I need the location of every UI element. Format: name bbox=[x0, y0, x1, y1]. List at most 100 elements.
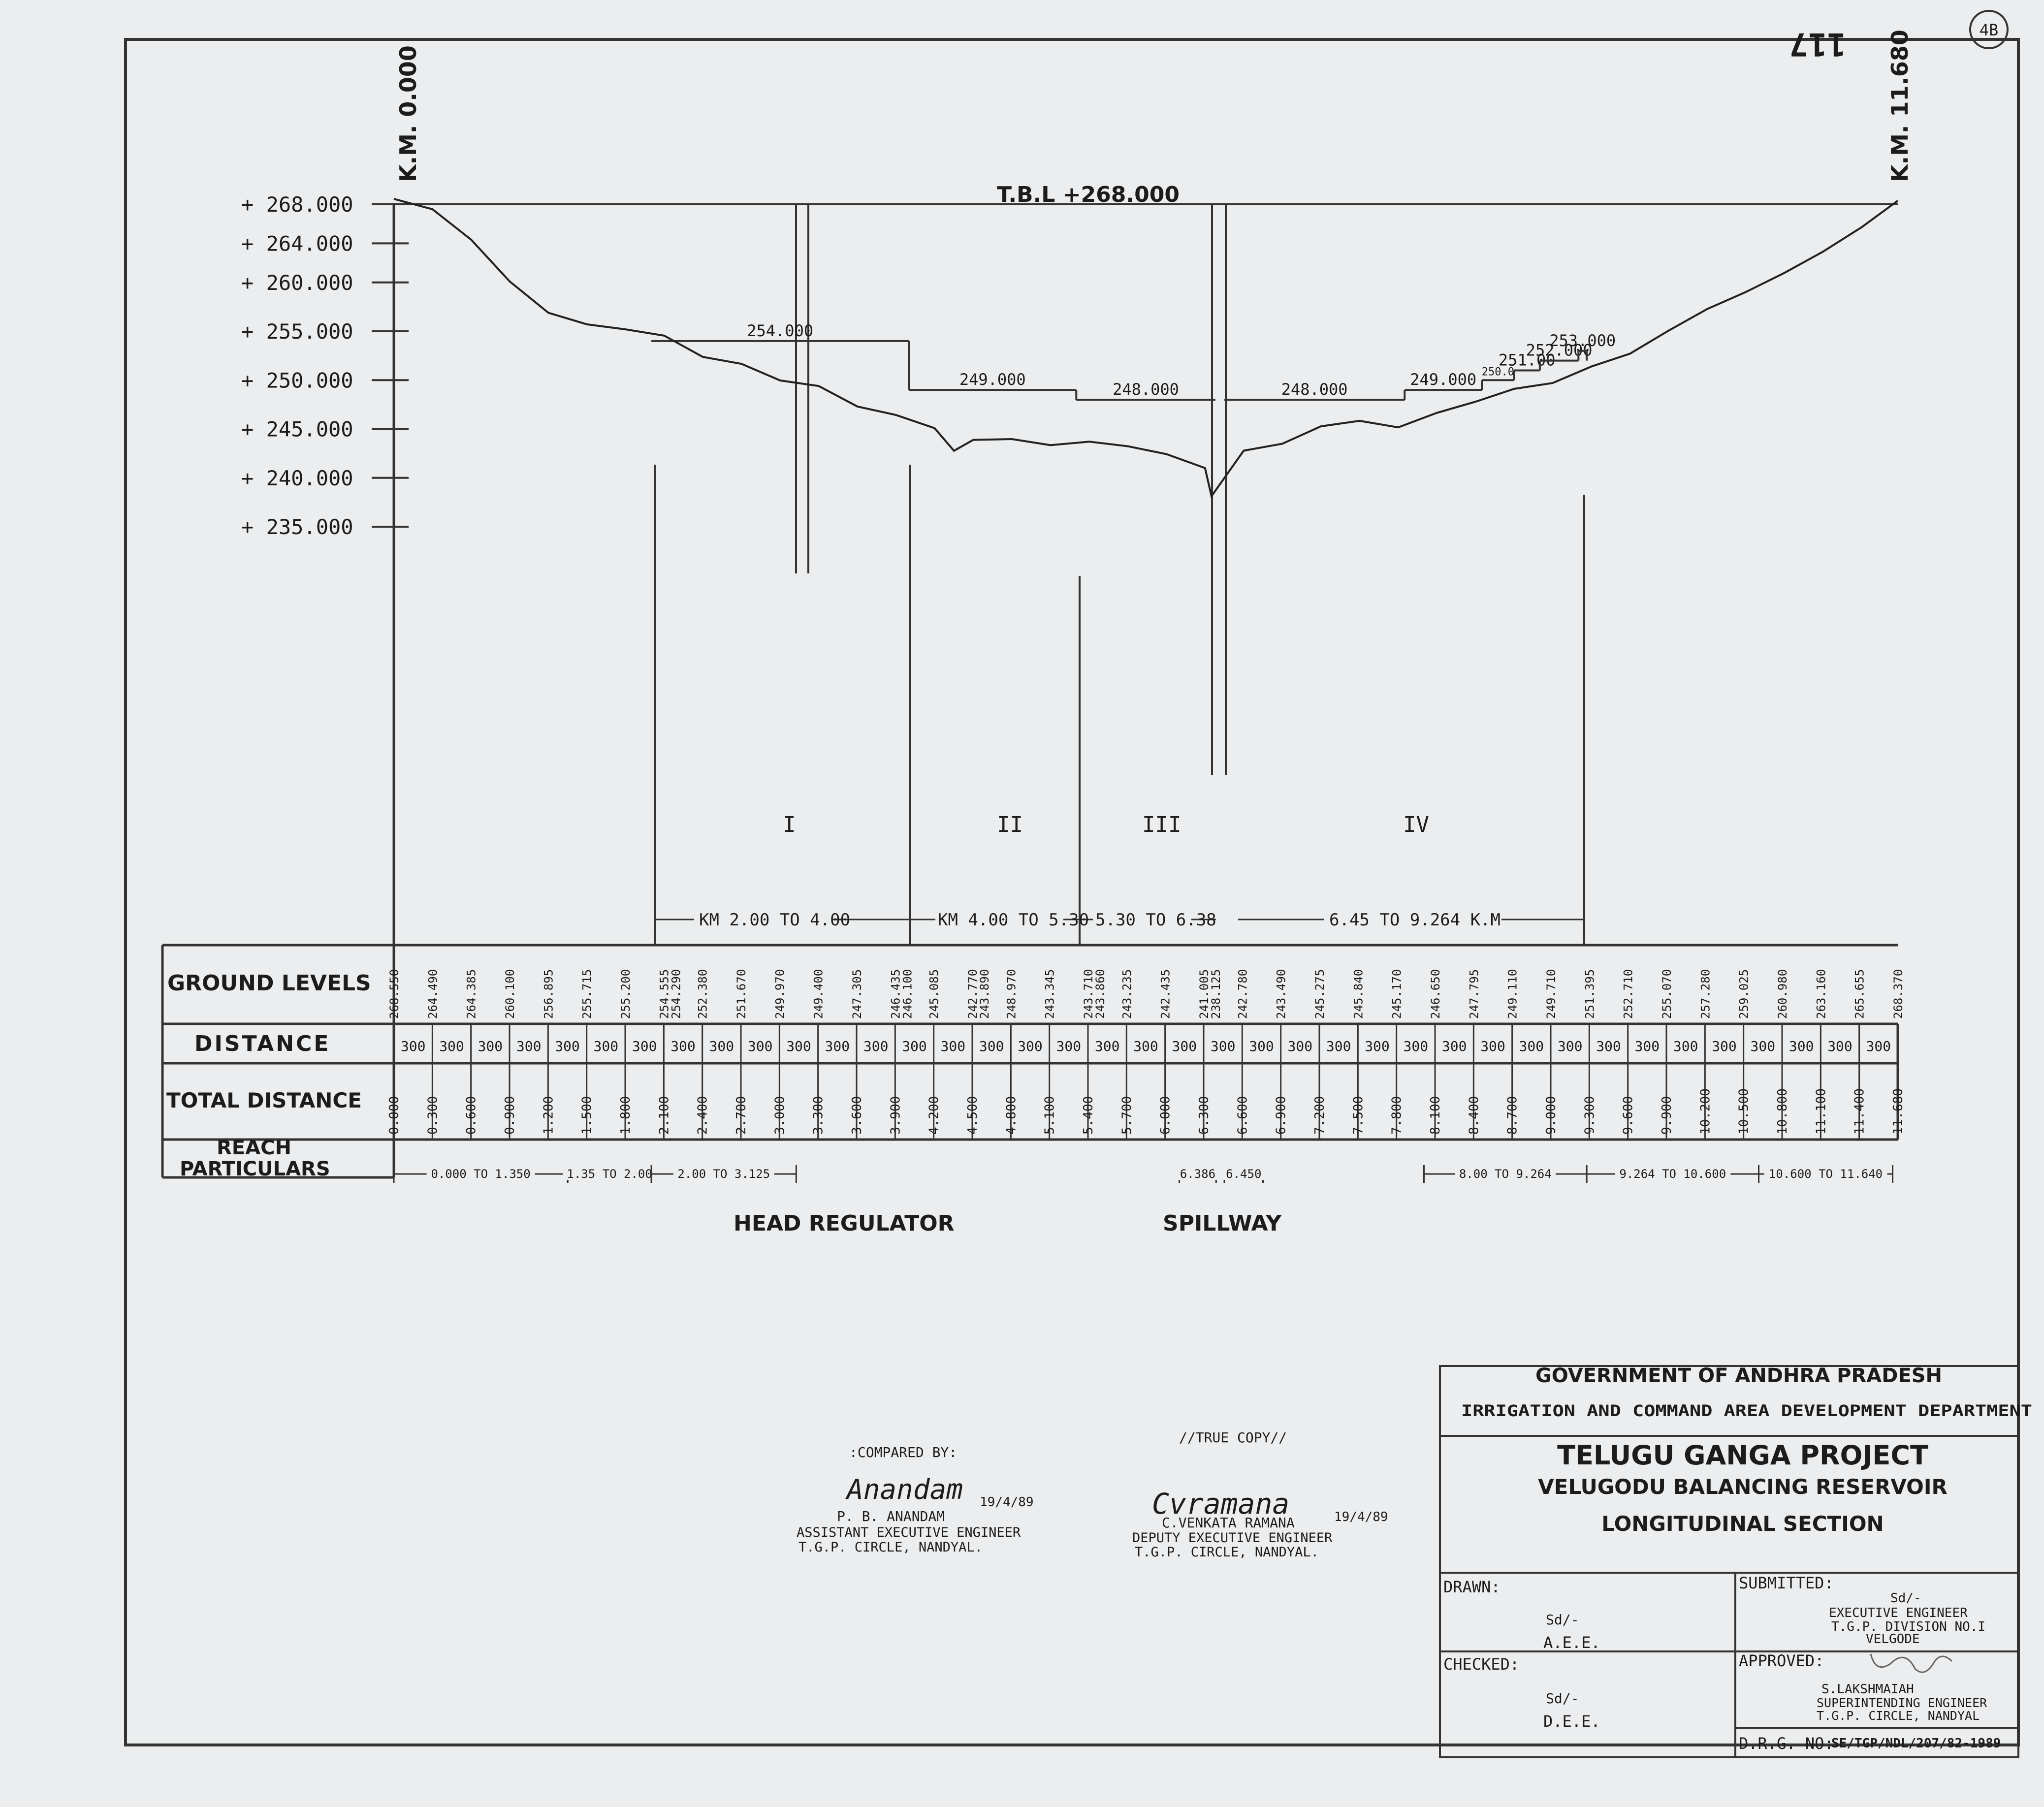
distance-cell: 300 bbox=[825, 1038, 850, 1054]
distance-cell: 300 bbox=[1789, 1038, 1814, 1054]
total-distance-cell: 5.700 bbox=[1119, 1096, 1134, 1135]
distance-cell: 300 bbox=[1673, 1038, 1698, 1054]
data-table-grid bbox=[431, 1024, 1860, 1140]
row-label-distance: DISTANCE bbox=[194, 1031, 330, 1056]
row-label-ground-levels: GROUND LEVELS bbox=[167, 971, 371, 996]
ground-level-cell: 246.100 bbox=[900, 969, 914, 1019]
reach-numeral-2: II bbox=[997, 812, 1023, 837]
sheet-circle bbox=[1969, 10, 2009, 49]
true-copy-name: C.VENKATA RAMANA bbox=[1162, 1515, 1295, 1531]
distance-cell: 300 bbox=[632, 1038, 657, 1054]
total-distance-cell: 2.400 bbox=[696, 1096, 710, 1135]
distance-cell: 300 bbox=[1635, 1038, 1660, 1054]
reach-range-2: KM 4.00 TO 5.30 bbox=[938, 910, 1089, 930]
reach-particular-label: 0.000 TO 1.350 bbox=[431, 1167, 530, 1181]
distance-cell: 300 bbox=[941, 1038, 966, 1054]
compared-by-date: 19/4/89 bbox=[980, 1495, 1034, 1510]
head-regulator-label: HEAD REGULATOR bbox=[734, 1211, 955, 1236]
ground-level-cell: 251.670 bbox=[735, 969, 748, 1019]
checked-sd: Sd/- bbox=[1546, 1690, 1579, 1707]
bed-level-label: 250.0 bbox=[1482, 366, 1514, 378]
title-reservoir: VELUGODU BALANCING RESERVOIR bbox=[1538, 1475, 1948, 1499]
bed-level-label: 248.000 bbox=[1113, 380, 1179, 399]
bed-level-label: 248.000 bbox=[1281, 380, 1348, 399]
total-distance-cell: 0.300 bbox=[425, 1096, 440, 1135]
distance-cell: 300 bbox=[786, 1038, 811, 1054]
distance-cell: 300 bbox=[1095, 1038, 1120, 1054]
distance-cell: 300 bbox=[1712, 1038, 1737, 1054]
bed-level-steps: 254.000 249.000 248.000 248.000 249.000 250.0… bbox=[651, 321, 1616, 401]
reach-label-bg bbox=[1455, 1164, 1556, 1180]
total-distance-cell: 6.900 bbox=[1274, 1096, 1289, 1135]
distance-cell: 300 bbox=[1442, 1038, 1467, 1054]
reach-numeral-3: III bbox=[1142, 812, 1181, 837]
total-distance-cell: 0.000 bbox=[387, 1096, 402, 1135]
total-distance-cell: 10.500 bbox=[1737, 1088, 1752, 1135]
distance-cell: 300 bbox=[1018, 1038, 1043, 1054]
checked-by: D.E.E. bbox=[1543, 1712, 1600, 1731]
ground-level-cell: 249.970 bbox=[773, 969, 787, 1019]
total-distance-cell: 8.400 bbox=[1467, 1096, 1481, 1135]
true-copy-block: //TRUE COPY// Cvramana 19/4/89 C.VENKATA… bbox=[1132, 1429, 1388, 1560]
distance-cell: 300 bbox=[1558, 1038, 1583, 1054]
reach-particular-label: 8.00 TO 9.264 bbox=[1459, 1167, 1552, 1181]
bed-level-label: 254.000 bbox=[747, 321, 813, 340]
ground-level-cell: 255.715 bbox=[580, 969, 594, 1019]
ground-level-cell: 242.780 bbox=[1236, 969, 1249, 1019]
reach-particular-label: 2.00 TO 3.125 bbox=[677, 1167, 770, 1181]
ground-level-cell: 263.160 bbox=[1814, 969, 1828, 1019]
ground-level-cell: 245.170 bbox=[1390, 969, 1404, 1019]
reach-label-bg bbox=[1764, 1164, 1887, 1180]
approved-signature bbox=[1870, 1653, 1953, 1673]
total-distance-cell: 0.600 bbox=[464, 1096, 479, 1135]
distance-cell: 300 bbox=[671, 1038, 696, 1054]
row-label-total-distance: TOTAL DISTANCE bbox=[166, 1088, 362, 1112]
y-tick-label: + 268.000 bbox=[241, 192, 353, 217]
reach-particular-label: 10.600 TO 11.640 bbox=[1769, 1167, 1883, 1181]
start-chainage-label: K.M. 0.000 bbox=[395, 45, 421, 182]
distance-cell: 300 bbox=[1404, 1038, 1429, 1054]
submitted-label: SUBMITTED: bbox=[1739, 1574, 1834, 1592]
total-distance-cell: 1.200 bbox=[541, 1096, 556, 1135]
total-distance-cell: 6.300 bbox=[1197, 1096, 1212, 1135]
drg-no-value: SE/TGP/NDL/207/82-1989 bbox=[1831, 1736, 2001, 1751]
total-distance-cell: 9.000 bbox=[1544, 1096, 1559, 1135]
ground-level-cell: 243.490 bbox=[1275, 969, 1288, 1019]
distance-cell: 300 bbox=[1596, 1038, 1621, 1054]
title-project: TELUGU GANGA PROJECT bbox=[1557, 1440, 1928, 1471]
distance-cell: 300 bbox=[863, 1038, 889, 1054]
reach-label-bg bbox=[426, 1164, 535, 1180]
reach-particular-label: 9.264 TO 10.600 bbox=[1619, 1167, 1726, 1181]
ground-level-cell: 246.650 bbox=[1429, 969, 1442, 1019]
true-copy-office: T.G.P. CIRCLE, NANDYAL. bbox=[1135, 1545, 1319, 1560]
ground-level-cell: 242.770 bbox=[966, 969, 980, 1019]
ground-level-cell: 243.235 bbox=[1120, 969, 1134, 1019]
distance-cell: 300 bbox=[1365, 1038, 1390, 1054]
drawn-label: DRAWN: bbox=[1443, 1578, 1501, 1596]
drawn-sd: Sd/- bbox=[1546, 1612, 1579, 1628]
ground-level-cell: 243.710 bbox=[1082, 969, 1095, 1019]
compared-by-office: T.G.P. CIRCLE, NANDYAL. bbox=[798, 1540, 983, 1555]
total-distance-cell: 11.680 bbox=[1891, 1088, 1906, 1135]
y-tick-label: + 240.000 bbox=[241, 466, 353, 490]
title-government: GOVERNMENT OF ANDHRA PRADESH bbox=[1535, 1364, 1942, 1387]
total-distance-cell: 9.900 bbox=[1660, 1096, 1674, 1135]
approved-line-2: SUPERINTENDING ENGINEER bbox=[1817, 1696, 1987, 1710]
bed-level-label: 249.000 bbox=[959, 370, 1026, 389]
bed-level-label: 253.000 bbox=[1549, 331, 1616, 350]
ground-level-cell: 247.795 bbox=[1467, 969, 1481, 1019]
total-distance-cell: 1.500 bbox=[580, 1096, 595, 1135]
ground-level-cell: 238.125 bbox=[1209, 969, 1223, 1019]
submitted-line-3: VELGODE bbox=[1866, 1632, 1920, 1647]
total-distance-cell: 4.500 bbox=[965, 1096, 980, 1135]
distance-cell: 300 bbox=[594, 1038, 619, 1054]
total-distance-cell: 10.800 bbox=[1775, 1088, 1790, 1135]
ground-level-cell: 259.025 bbox=[1737, 969, 1751, 1019]
ground-level-cell: 251.395 bbox=[1583, 969, 1597, 1019]
compared-by-name: P. B. ANANDAM bbox=[837, 1508, 945, 1524]
total-distance-cell: 7.800 bbox=[1390, 1096, 1405, 1135]
total-distance-cell: 0.900 bbox=[503, 1096, 517, 1135]
reach-range-1: KM 2.00 TO 4.00 bbox=[699, 910, 850, 930]
distance-cell: 300 bbox=[439, 1038, 464, 1054]
